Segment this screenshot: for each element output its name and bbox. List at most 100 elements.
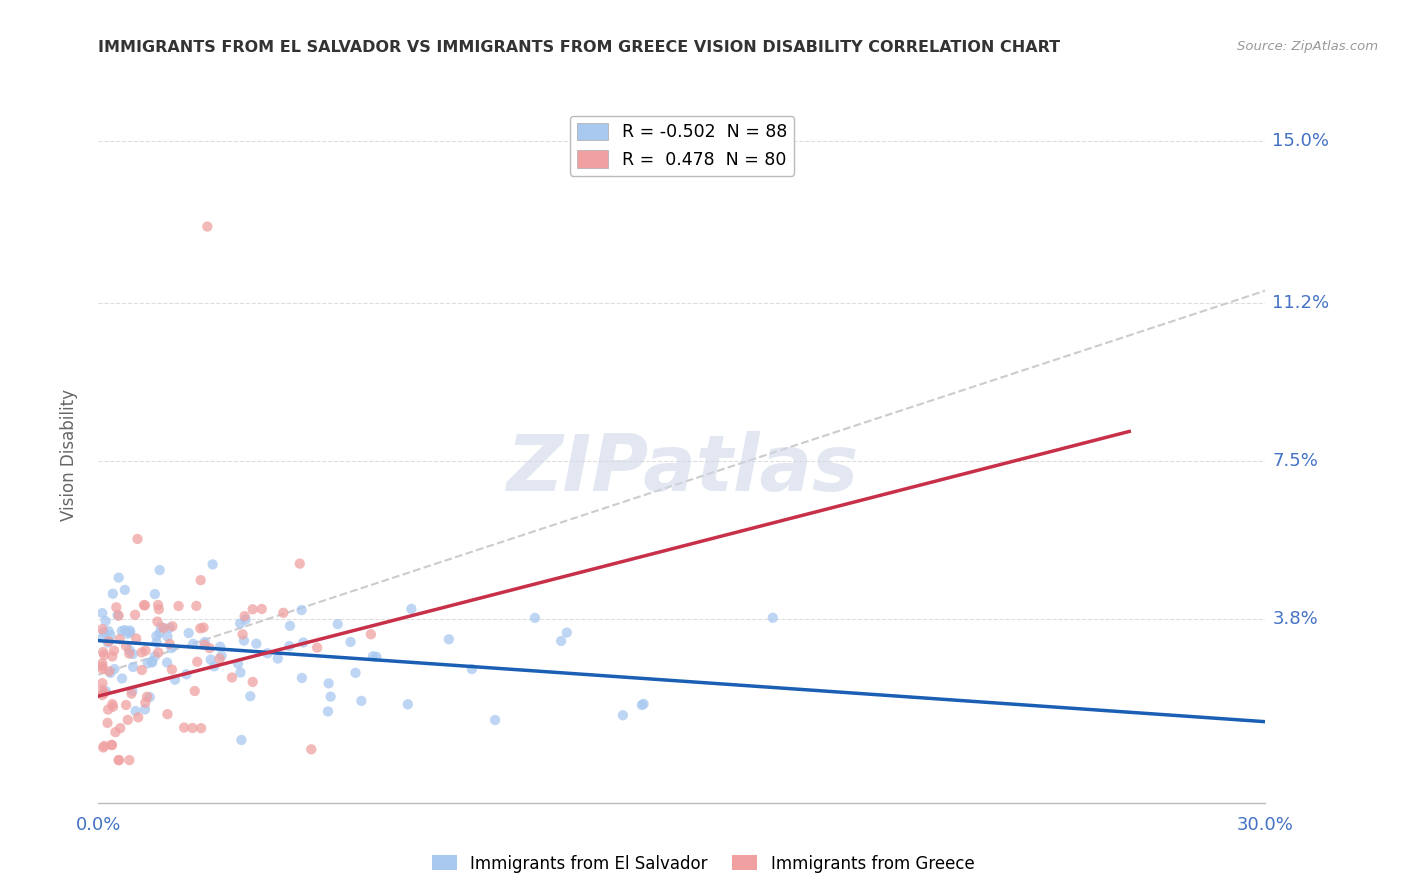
Point (231, 733, 253, 747)
Point (141, 656, 163, 670)
Point (105, 600, 128, 615)
Point (108, 753, 131, 767)
Point (396, 698, 419, 712)
Point (104, 725, 127, 739)
Point (326, 617, 349, 632)
Point (290, 603, 312, 617)
Point (188, 621, 211, 635)
Point (111, 624, 134, 638)
Point (91, 740, 114, 755)
Point (278, 639, 301, 653)
Point (211, 648, 233, 663)
Point (156, 707, 179, 722)
Point (101, 587, 124, 601)
Point (256, 646, 278, 660)
Point (107, 608, 129, 623)
Text: ZIPatlas: ZIPatlas (506, 431, 858, 507)
Point (96, 715, 118, 730)
Legend: R = -0.502  N = 88, R =  0.478  N = 80: R = -0.502 N = 88, R = 0.478 N = 80 (569, 116, 794, 176)
Point (318, 676, 340, 690)
Point (91, 688, 114, 702)
Point (235, 613, 257, 627)
Point (401, 602, 423, 616)
Point (307, 640, 329, 655)
Point (91, 657, 114, 671)
Point (107, 753, 129, 767)
Point (190, 721, 212, 735)
Point (273, 606, 295, 620)
Point (148, 646, 170, 660)
Point (186, 599, 208, 613)
Point (120, 625, 142, 640)
Point (97, 635, 120, 649)
Point (523, 611, 546, 625)
Point (239, 690, 262, 704)
Point (91, 606, 114, 620)
Point (91, 676, 114, 690)
Point (339, 635, 361, 649)
Point (103, 643, 125, 657)
Point (232, 627, 254, 641)
Point (149, 563, 172, 577)
Point (91, 662, 114, 676)
Point (186, 655, 208, 669)
Point (195, 219, 218, 234)
Point (134, 599, 156, 613)
Text: IMMIGRANTS FROM EL SALVADOR VS IMMIGRANTS FROM GREECE VISION DISABILITY CORRELAT: IMMIGRANTS FROM EL SALVADOR VS IMMIGRANT… (98, 40, 1060, 55)
Point (156, 630, 179, 644)
Point (114, 582, 136, 597)
Point (121, 683, 143, 698)
Point (101, 699, 124, 714)
Point (125, 632, 148, 646)
Point (233, 609, 256, 624)
Point (117, 713, 139, 727)
Point (145, 629, 167, 643)
Point (292, 635, 315, 649)
Point (107, 608, 129, 623)
Point (555, 625, 578, 640)
Point (138, 690, 160, 705)
Point (100, 665, 122, 680)
Point (101, 738, 124, 752)
Point (288, 557, 311, 571)
Point (93, 739, 115, 753)
Point (344, 665, 367, 680)
Point (201, 558, 224, 572)
Point (110, 721, 132, 735)
Point (152, 621, 174, 635)
Point (94, 684, 117, 698)
Point (98, 665, 121, 679)
Point (226, 657, 249, 671)
Point (242, 602, 264, 616)
Point (612, 708, 634, 723)
Point (202, 659, 225, 673)
Point (233, 633, 256, 648)
Text: 7.5%: 7.5% (1272, 452, 1319, 470)
Point (131, 645, 153, 659)
Point (115, 639, 138, 653)
Point (148, 602, 170, 616)
Point (245, 637, 267, 651)
Point (141, 655, 163, 669)
Point (124, 607, 146, 622)
Point (91, 659, 114, 673)
Point (550, 634, 572, 648)
Point (91, 683, 114, 698)
Point (157, 621, 180, 635)
Point (181, 637, 204, 651)
Point (149, 626, 172, 640)
Point (319, 690, 342, 704)
Point (167, 599, 190, 613)
Point (146, 615, 169, 629)
Point (200, 652, 222, 666)
Point (91, 645, 114, 659)
Point (111, 672, 134, 686)
Point (208, 651, 231, 665)
Point (97, 634, 120, 648)
Legend: Immigrants from El Salvador, Immigrants from Greece: Immigrants from El Salvador, Immigrants … (425, 848, 981, 880)
Point (117, 626, 139, 640)
Point (97, 634, 120, 648)
Point (631, 698, 654, 712)
Point (160, 641, 183, 656)
Point (299, 742, 322, 756)
